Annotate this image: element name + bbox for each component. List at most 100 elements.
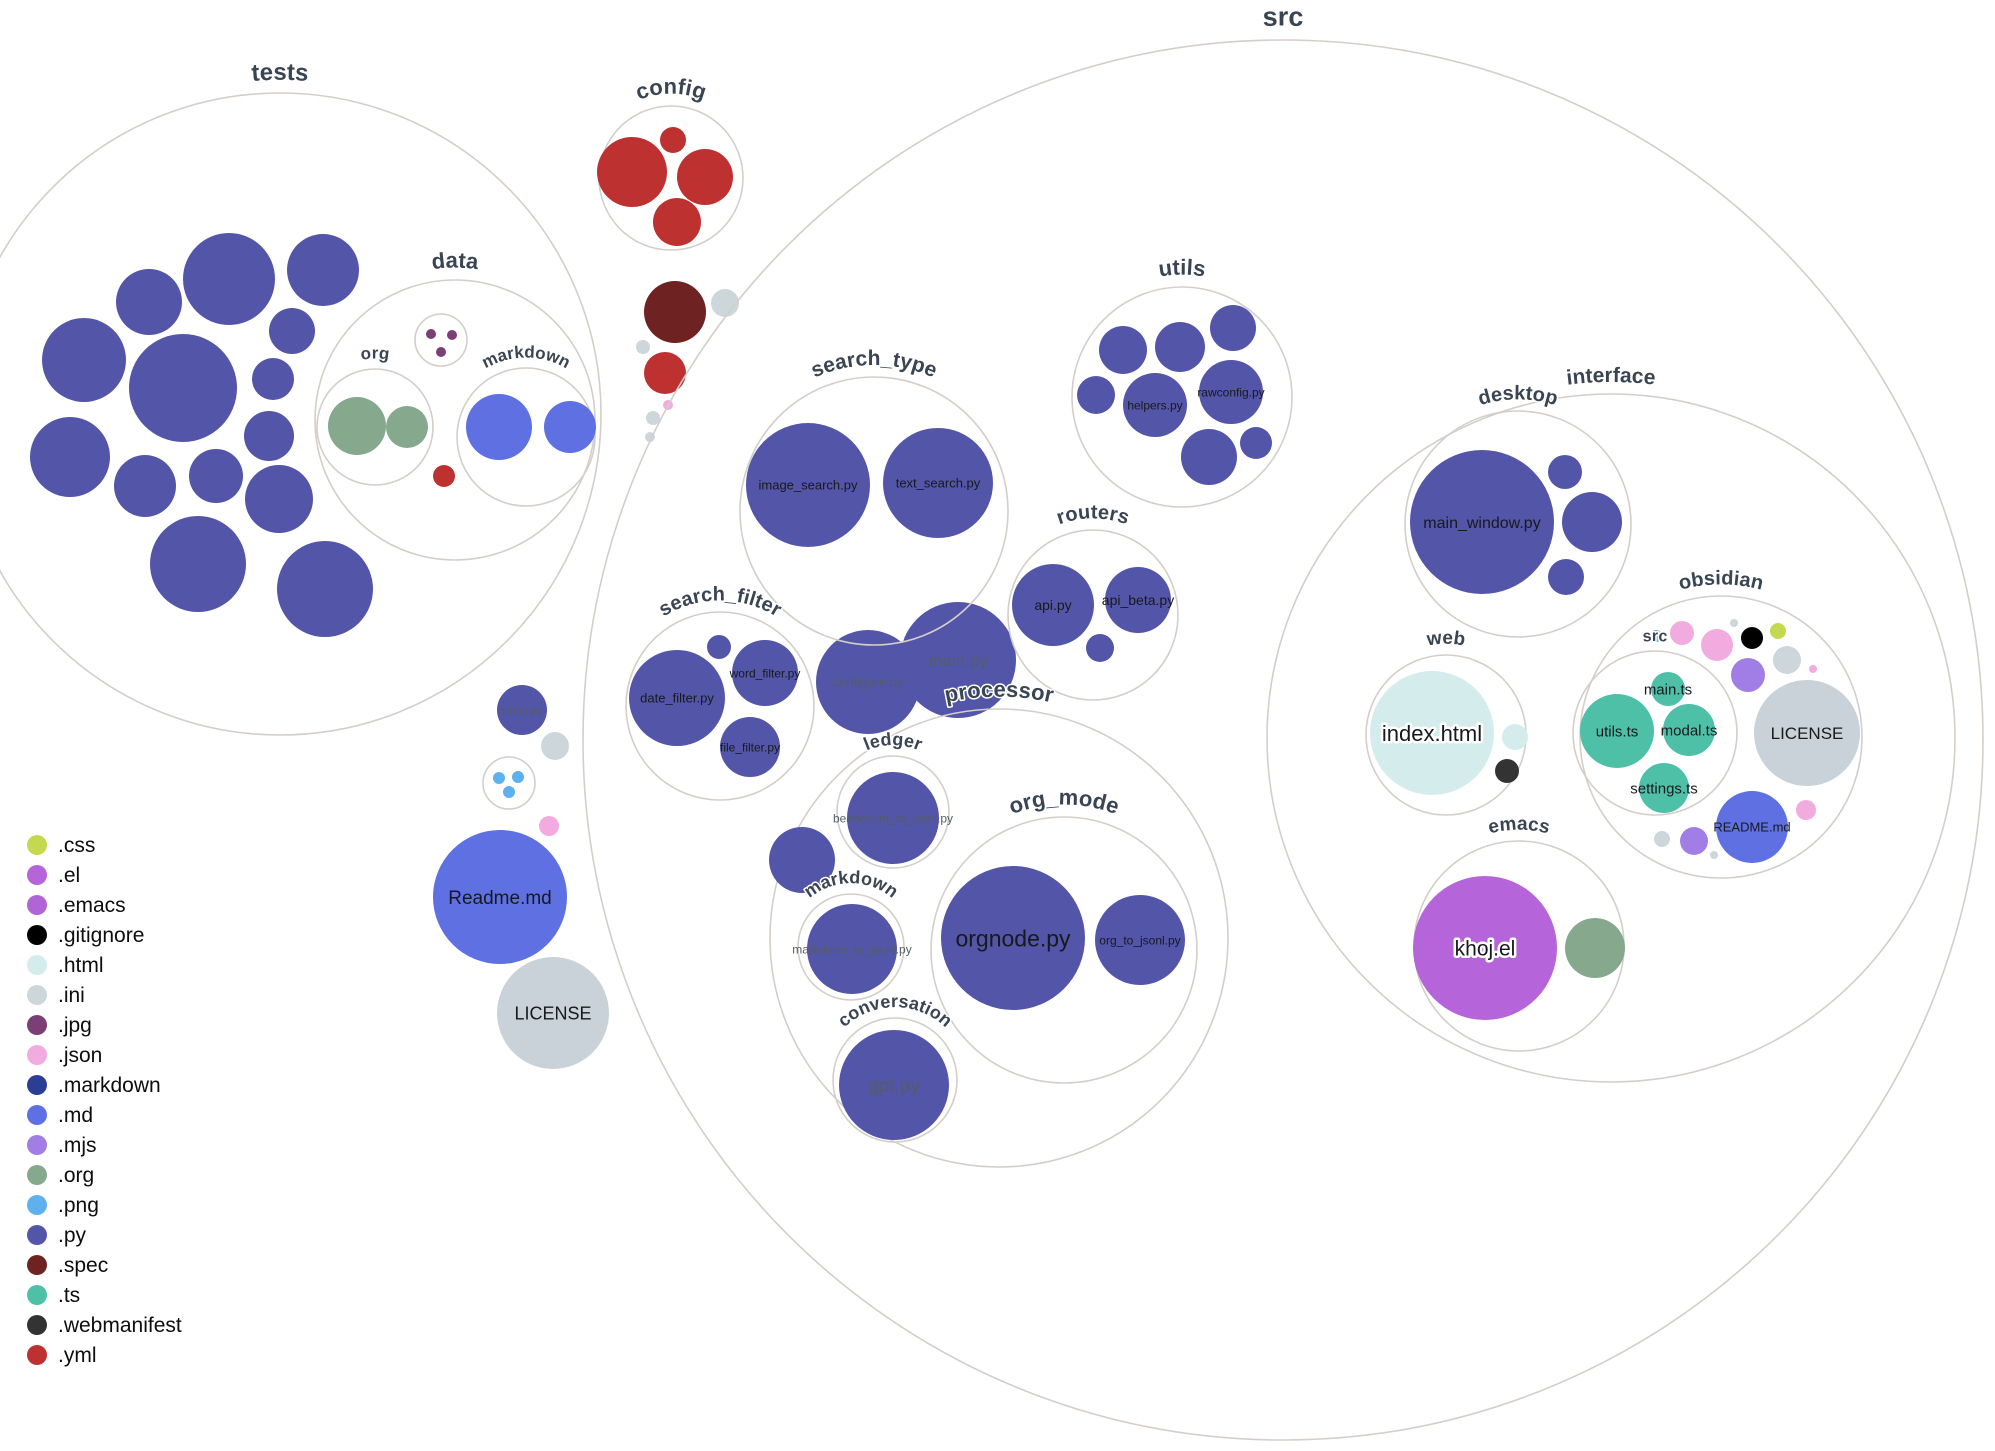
file-settings.ts[interactable] — [1639, 763, 1689, 813]
file-dot-.json[interactable] — [1796, 800, 1816, 820]
folder-utils[interactable] — [1071, 286, 1293, 508]
file-dot-.py[interactable] — [277, 541, 373, 637]
folder-ledger[interactable] — [836, 755, 950, 869]
file-orgnode.py[interactable] — [941, 866, 1085, 1010]
file-dot-.png[interactable] — [512, 771, 524, 783]
folder-unnamed[interactable] — [414, 313, 468, 367]
file-dot-.yml[interactable] — [433, 465, 455, 487]
file-modal.ts[interactable] — [1663, 704, 1715, 756]
file-dot-.png[interactable] — [493, 772, 505, 784]
file-khoj.el[interactable] — [1413, 876, 1557, 1020]
file-dot-.json[interactable] — [1701, 629, 1733, 661]
file-dot-.ini[interactable] — [646, 411, 660, 425]
file-dot-.org[interactable] — [1565, 918, 1625, 978]
file-dot-.yml[interactable] — [653, 198, 701, 246]
folder-org_mode[interactable] — [930, 816, 1198, 1084]
file-dot-.py[interactable] — [1086, 634, 1114, 662]
file-org_to_jsonl.py[interactable] — [1095, 895, 1185, 985]
file-main.ts[interactable] — [1651, 672, 1685, 706]
file-license[interactable] — [497, 957, 609, 1069]
file-dot-.py[interactable] — [1155, 322, 1205, 372]
folder-search_filter[interactable] — [625, 611, 815, 801]
folder-obsidian[interactable] — [1579, 595, 1863, 879]
file-dot-.ini[interactable] — [1710, 851, 1718, 859]
file-dot-.gitignore[interactable] — [1741, 627, 1763, 649]
folder-src[interactable] — [582, 39, 1984, 1441]
file-dot-.py[interactable] — [1548, 559, 1584, 595]
file-markdown_to_jsonl.py[interactable] — [807, 904, 897, 994]
file-dot-.spec[interactable] — [644, 281, 706, 343]
file-api_beta.py[interactable] — [1105, 567, 1171, 633]
file-api.py[interactable] — [1012, 564, 1094, 646]
file-dot-.json[interactable] — [1670, 621, 1694, 645]
file-main.py[interactable] — [900, 602, 1016, 718]
file-license[interactable] — [1754, 680, 1860, 786]
file-dot-.jpg[interactable] — [436, 347, 446, 357]
file-dot-.ini[interactable] — [1773, 646, 1801, 674]
file-dot-.jpg[interactable] — [447, 330, 457, 340]
folder-unnamed[interactable] — [482, 756, 536, 810]
file-date_filter.py[interactable] — [629, 650, 725, 746]
file-image_search.py[interactable] — [746, 423, 870, 547]
file-dot-.org[interactable] — [328, 397, 386, 455]
folder-src[interactable] — [1572, 650, 1738, 816]
file-dot-.py[interactable] — [1181, 429, 1237, 485]
file-word_filter.py[interactable] — [732, 640, 798, 706]
folder-tests[interactable] — [0, 92, 602, 736]
file-readme.md[interactable] — [1716, 791, 1788, 863]
file-dot-.py[interactable] — [252, 358, 294, 400]
file-dot-.ini[interactable] — [1730, 619, 1738, 627]
folder-interface[interactable] — [1266, 393, 1956, 1083]
folder-org[interactable] — [316, 368, 434, 486]
file-dot-.yml[interactable] — [644, 352, 686, 394]
file-dot-.json[interactable] — [1809, 665, 1817, 673]
file-dot-.png[interactable] — [503, 786, 515, 798]
file-index.html[interactable] — [1370, 671, 1494, 795]
file-dot-.py[interactable] — [30, 417, 110, 497]
file-dot-.json[interactable] — [539, 816, 559, 836]
file-main_window.py[interactable] — [1410, 450, 1554, 594]
file-dot-.ini[interactable] — [636, 340, 650, 354]
file-dot-.py[interactable] — [183, 233, 275, 325]
file-dot-.ini[interactable] — [541, 732, 569, 760]
file-dot-.py[interactable] — [1240, 427, 1272, 459]
file-dot-.yml[interactable] — [660, 127, 686, 153]
folder-markdown[interactable] — [797, 893, 905, 1001]
file-dot-.webmanifest[interactable] — [1495, 759, 1519, 783]
file-dot-.py[interactable] — [287, 234, 359, 306]
file-dot-.py[interactable] — [269, 308, 315, 354]
file-dot-.py[interactable] — [707, 635, 731, 659]
file-dot-.py[interactable] — [1210, 305, 1256, 351]
folder-search_type[interactable] — [739, 376, 1009, 646]
file-dot-.py[interactable] — [245, 465, 313, 533]
file-dot-.py[interactable] — [129, 334, 237, 442]
file-gpt.py[interactable] — [839, 1030, 949, 1140]
folder-markdown[interactable] — [456, 367, 596, 507]
folder-conversation[interactable] — [832, 1017, 958, 1143]
file-dot-.py[interactable] — [1548, 455, 1582, 489]
folder-processor[interactable] — [769, 708, 1229, 1168]
file-dot-.jpg[interactable] — [426, 329, 436, 339]
file-dot-.css[interactable] — [1770, 623, 1786, 639]
file-dot-.ini[interactable] — [1654, 831, 1670, 847]
file-dot-.py[interactable] — [42, 318, 126, 402]
file-dot-.yml[interactable] — [597, 137, 667, 207]
file-dot-.py[interactable] — [116, 269, 182, 335]
file-setup.py[interactable] — [497, 685, 547, 735]
file-dot-.mjs[interactable] — [1680, 827, 1708, 855]
file-dot-.png[interactable] — [1650, 630, 1662, 642]
file-dot-.py[interactable] — [1077, 376, 1115, 414]
file-beancount_to_jsonl.py[interactable] — [847, 772, 939, 864]
file-rawconfig.py[interactable] — [1199, 360, 1263, 424]
file-dot-.md[interactable] — [544, 401, 596, 453]
file-dot-.ini[interactable] — [711, 289, 739, 317]
file-configure.py[interactable] — [816, 630, 920, 734]
file-dot-.py[interactable] — [769, 827, 835, 893]
folder-desktop[interactable] — [1404, 410, 1632, 638]
file-dot-.py[interactable] — [244, 411, 294, 461]
file-dot-.py[interactable] — [1562, 492, 1622, 552]
file-dot-.md[interactable] — [466, 394, 532, 460]
file-dot-.py[interactable] — [150, 516, 246, 612]
file-dot-.org[interactable] — [386, 406, 428, 448]
file-dot-.py[interactable] — [1099, 326, 1147, 374]
